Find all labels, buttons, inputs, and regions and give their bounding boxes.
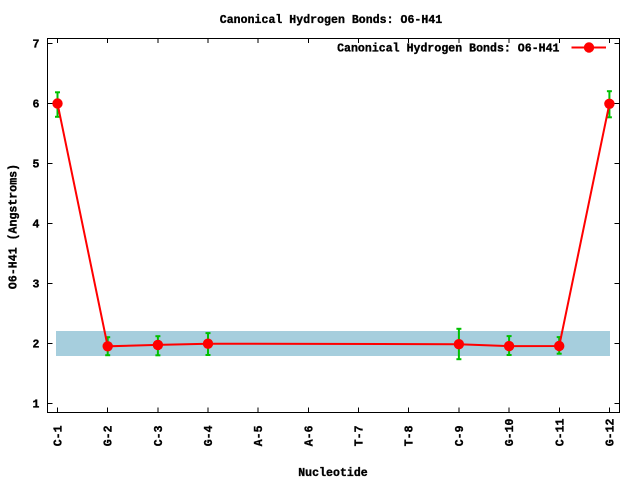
svg-text:1: 1 — [33, 398, 40, 411]
svg-text:A-5: A-5 — [253, 425, 266, 446]
svg-text:Canonical Hydrogen Bonds: O6-H: Canonical Hydrogen Bonds: O6-H41 — [337, 42, 559, 55]
svg-text:T-7: T-7 — [353, 425, 366, 446]
svg-text:G-10: G-10 — [504, 418, 517, 446]
svg-text:6: 6 — [33, 98, 40, 111]
svg-text:A-6: A-6 — [303, 425, 316, 446]
svg-text:7: 7 — [33, 38, 40, 51]
svg-text:C-11: C-11 — [554, 418, 567, 446]
svg-text:4: 4 — [33, 218, 40, 231]
svg-text:G-12: G-12 — [604, 418, 617, 446]
svg-text:G-2: G-2 — [102, 425, 115, 446]
svg-text:Nucleotide: Nucleotide — [298, 467, 368, 480]
svg-text:G-4: G-4 — [203, 425, 216, 446]
svg-text:O6-H41 (Angstroms): O6-H41 (Angstroms) — [7, 164, 20, 289]
svg-text:2: 2 — [33, 338, 40, 351]
svg-text:C-3: C-3 — [153, 425, 166, 446]
svg-text:5: 5 — [33, 158, 40, 171]
svg-text:C-1: C-1 — [52, 425, 65, 446]
svg-text:C-9: C-9 — [454, 425, 467, 446]
svg-text:Canonical Hydrogen Bonds: O6-H: Canonical Hydrogen Bonds: O6-H41 — [220, 14, 442, 27]
svg-text:3: 3 — [33, 278, 40, 291]
svg-text:T-8: T-8 — [403, 425, 416, 446]
